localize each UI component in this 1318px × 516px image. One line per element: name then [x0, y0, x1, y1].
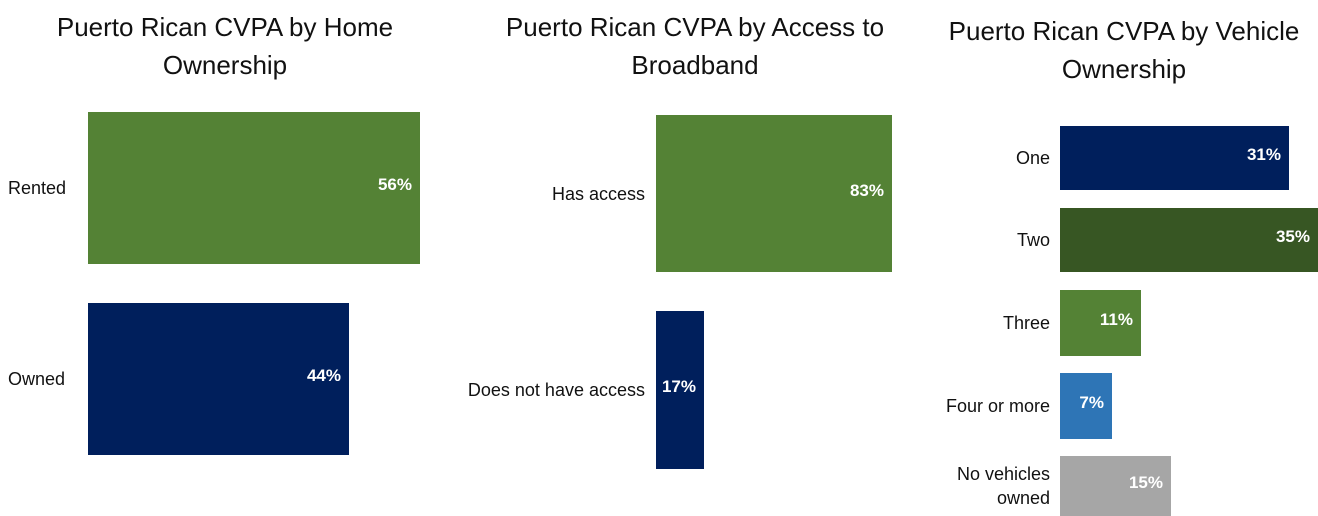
category-label: Three: [1002, 313, 1050, 333]
chart-title: Puerto Rican CVPA by Access to Broadband: [505, 12, 885, 80]
bar: [1060, 456, 1171, 516]
data-label: 31%: [1246, 145, 1281, 164]
home-ownership-chart: Puerto Rican CVPA by Home Ownership Rent…: [0, 0, 440, 516]
category-label: Has access: [551, 184, 645, 204]
category-label: Does not have access: [467, 380, 645, 400]
bar: [88, 303, 349, 455]
data-label: 83%: [849, 181, 884, 200]
data-label: 35%: [1275, 227, 1310, 246]
category-label: Two: [1016, 230, 1050, 250]
data-label: 11%: [1099, 310, 1133, 329]
bar: [88, 112, 420, 264]
chart-title: Puerto Rican CVPA by Home Ownership: [56, 12, 394, 80]
data-label: 44%: [306, 366, 341, 385]
bar: [1060, 373, 1112, 439]
bar: [656, 115, 892, 272]
data-label: 56%: [377, 175, 412, 194]
category-label: Rented: [8, 178, 67, 198]
broadband-access-chart: Puerto Rican CVPA by Access to Broadband…: [440, 0, 910, 516]
bar: [1060, 208, 1318, 272]
bar: [1060, 126, 1289, 190]
category-label: One: [1015, 148, 1050, 168]
category-label: Owned: [8, 369, 66, 389]
vehicle-ownership-chart: Puerto Rican CVPA by Vehicle Ownership O…: [910, 0, 1318, 516]
data-label: 17%: [661, 377, 696, 396]
category-label: No vehicles owned: [956, 464, 1050, 508]
chart-title: Puerto Rican CVPA by Vehicle Ownership: [948, 16, 1300, 84]
data-label: 7%: [1079, 393, 1104, 412]
bar: [656, 311, 704, 469]
category-label: Four or more: [945, 396, 1050, 416]
data-label: 15%: [1128, 473, 1163, 492]
bar: [1060, 290, 1141, 356]
